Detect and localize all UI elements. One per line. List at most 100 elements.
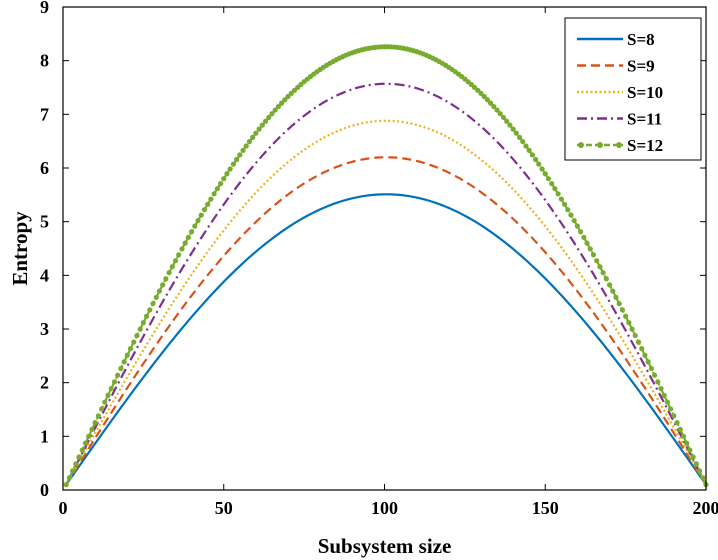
- series-point: [603, 276, 609, 282]
- series-point: [211, 191, 217, 197]
- series-line-s-11: [65, 82, 707, 486]
- series-point: [156, 288, 163, 294]
- series-point: [671, 413, 677, 419]
- y-tick-label: 4: [40, 265, 49, 285]
- series-point: [282, 97, 288, 103]
- series-point: [664, 399, 671, 405]
- series-point: [584, 240, 590, 246]
- series-point: [189, 229, 195, 235]
- series-point: [108, 386, 114, 392]
- series-point: [488, 100, 494, 106]
- series-point: [526, 147, 532, 153]
- x-tick-label: 100: [371, 498, 398, 518]
- series-point: [677, 426, 683, 433]
- plot-frame: [62, 6, 707, 491]
- series-layer: [63, 44, 709, 488]
- series-point: [568, 212, 574, 218]
- series-point: [230, 161, 236, 167]
- series-point: [98, 406, 105, 412]
- series-point: [63, 482, 69, 488]
- legend-label: S=9: [627, 57, 655, 76]
- series-point: [690, 454, 696, 460]
- legend-label: S=8: [627, 30, 655, 49]
- series-point: [262, 118, 269, 124]
- series-point: [240, 147, 246, 153]
- series-point: [153, 294, 159, 300]
- series-point: [529, 152, 535, 158]
- series-point: [115, 372, 121, 378]
- series-point: [118, 365, 124, 372]
- series-point: [179, 246, 185, 252]
- series-point: [520, 139, 526, 145]
- series-point: [545, 176, 552, 182]
- series-point: [497, 111, 503, 117]
- legend-marker: [597, 142, 603, 148]
- legend-label: S=11: [627, 110, 662, 129]
- series-point: [150, 300, 156, 307]
- series-point: [124, 352, 130, 358]
- series-point: [651, 372, 658, 378]
- series-point: [217, 181, 224, 187]
- y-tick-label: 7: [40, 104, 49, 124]
- series-point: [198, 212, 204, 218]
- series-point: [581, 234, 587, 240]
- legend: S=8 S=9 S=10 S=11 S=12: [564, 17, 702, 161]
- series-point: [127, 346, 134, 352]
- series-point: [140, 320, 146, 326]
- legend-label: S=12: [627, 136, 663, 155]
- series-point: [160, 282, 166, 288]
- x-axis-ticks: 0 50 100 150 200: [59, 7, 718, 518]
- series-markers-s-12: [63, 44, 709, 488]
- series-point: [176, 252, 182, 258]
- series-line-s-10: [65, 119, 707, 486]
- series-point: [82, 440, 89, 446]
- series-point: [574, 223, 581, 229]
- series-point: [272, 107, 278, 113]
- series-point: [542, 171, 548, 177]
- series-point: [658, 386, 664, 392]
- series-point: [269, 111, 275, 117]
- y-tick-label: 5: [40, 212, 49, 232]
- series-point: [590, 252, 597, 258]
- series-point: [279, 100, 285, 106]
- series-point: [224, 171, 230, 177]
- series-point: [201, 207, 208, 213]
- series-point: [687, 447, 693, 453]
- series-point: [642, 352, 648, 358]
- series-point: [275, 103, 281, 110]
- series-point: [79, 447, 85, 453]
- series-point: [594, 258, 600, 264]
- series-point: [484, 97, 490, 103]
- x-axis-label: Subsystem size: [318, 534, 452, 558]
- series-point: [86, 433, 92, 439]
- x-tick-label: 200: [693, 498, 718, 518]
- series-point: [214, 186, 220, 192]
- series-point: [76, 454, 82, 460]
- series-point: [227, 166, 233, 172]
- series-point: [645, 359, 651, 365]
- series-point: [169, 264, 175, 270]
- series-point: [192, 223, 198, 229]
- series-point: [243, 143, 249, 149]
- legend-box: [564, 17, 702, 161]
- series-point: [552, 186, 558, 192]
- series-point: [536, 161, 542, 167]
- series-point: [195, 217, 201, 224]
- series-point: [134, 332, 140, 339]
- series-point: [555, 191, 561, 197]
- series-point: [693, 461, 699, 467]
- y-axis-label: Entropy: [8, 211, 32, 286]
- series-point: [513, 130, 519, 136]
- series-point: [549, 181, 555, 187]
- series-point: [504, 118, 510, 124]
- series-point: [266, 114, 272, 121]
- series-point: [95, 413, 101, 419]
- series-point: [102, 399, 108, 405]
- x-tick-label: 150: [532, 498, 559, 518]
- series-point: [587, 246, 593, 252]
- series-point: [143, 313, 150, 319]
- series-point: [70, 468, 76, 474]
- series-point: [172, 258, 179, 264]
- y-tick-label: 3: [40, 319, 49, 339]
